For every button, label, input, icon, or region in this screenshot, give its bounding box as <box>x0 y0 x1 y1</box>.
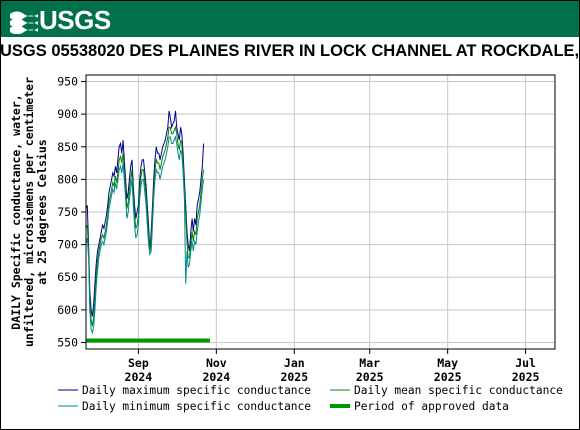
x-tick-month: Jan <box>284 356 305 370</box>
legend-label: Daily minimum specific conductance <box>82 400 311 413</box>
x-tick-year: 2024 <box>125 370 153 384</box>
usgs-header-bar: USGS <box>1 1 579 37</box>
y-tick-label: 750 <box>57 205 78 219</box>
chart-title: USGS 05538020 DES PLAINES RIVER IN LOCK … <box>0 42 580 60</box>
x-tick-year: 2025 <box>434 370 462 384</box>
y-axis-label: DAILY Specific conductance, water, unfilt… <box>9 77 49 347</box>
y-axis-label-line: unfiltered, microsiemens per centimeter <box>22 77 36 347</box>
plot-area-border <box>85 74 556 350</box>
legend-label: Daily mean specific conductance <box>354 384 563 397</box>
x-tick-year: 2025 <box>280 370 308 384</box>
x-tick-year: 2025 <box>512 370 540 384</box>
y-axis-ticks: 550 600 650 700 750 800 850 900 950 <box>57 75 86 349</box>
y-tick-label: 700 <box>57 238 78 252</box>
y-tick-label: 600 <box>57 303 78 317</box>
series-layer <box>85 110 205 335</box>
x-tick-month: Mar <box>359 356 380 370</box>
x-tick-month: May <box>437 356 458 370</box>
y-axis-label-line: DAILY Specific conductance, water, <box>9 94 23 329</box>
x-axis-ticks: Sep2024Nov2024Jan2025Mar2025May2025Jul20… <box>125 349 540 384</box>
x-tick-month: Sep <box>128 356 149 370</box>
x-tick-year: 2024 <box>202 370 230 384</box>
legend-label: Daily maximum specific conductance <box>82 384 311 397</box>
y-tick-label: 950 <box>57 75 78 89</box>
y-tick-label: 850 <box>57 140 78 154</box>
y-tick-label: 650 <box>57 270 78 284</box>
grid-lines <box>86 75 555 349</box>
legend: Daily maximum specific conductance Daily … <box>58 384 563 413</box>
legend-label: Period of approved data <box>354 400 509 413</box>
usgs-logo[interactable]: USGS <box>9 5 111 36</box>
usgs-wave-icon <box>10 11 38 34</box>
y-axis-label-line: at 25 degrees Celsius <box>35 139 49 284</box>
y-tick-label: 900 <box>57 107 78 121</box>
usgs-logo-text: USGS <box>39 5 111 35</box>
x-tick-month: Jul <box>515 356 536 370</box>
x-tick-year: 2025 <box>356 370 384 384</box>
y-tick-label: 800 <box>57 172 78 186</box>
x-tick-month: Nov <box>206 356 227 370</box>
series-line-min <box>85 135 205 335</box>
y-tick-label: 550 <box>57 335 78 349</box>
